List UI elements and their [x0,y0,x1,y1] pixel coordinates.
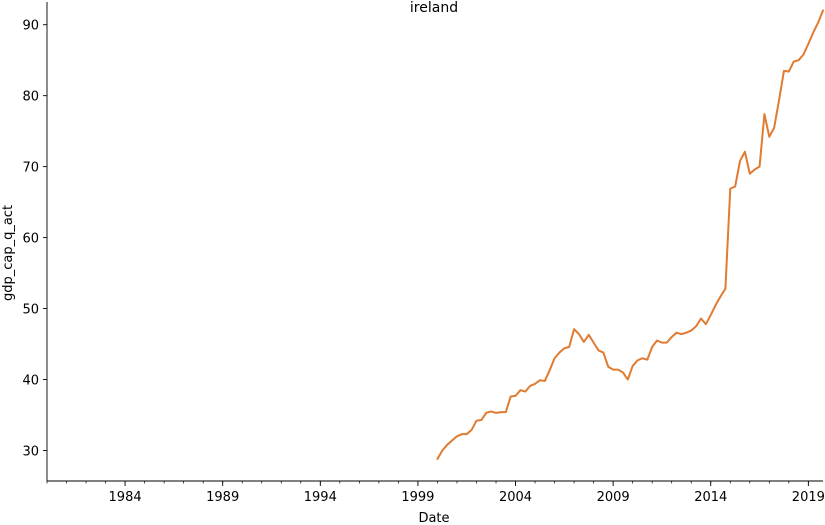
x-tick-label: 2009 [597,490,630,505]
x-tick-label: 2004 [499,490,532,505]
x-tick-label: 2014 [694,490,727,505]
x-tick-label: 2019 [792,490,825,505]
series-line [436,9,824,460]
y-tick-label: 70 [22,161,39,176]
x-tick-label: 1984 [109,490,142,505]
x-tick-label: 1989 [206,490,239,505]
y-tick-label: 50 [22,303,39,318]
x-tick-label: 1994 [304,490,337,505]
y-tick-label: 90 [22,19,39,34]
y-axis-ticks: 30 40 50 60 70 80 90 [22,19,47,459]
y-tick-label: 60 [22,232,39,247]
x-axis: 1984 1989 1994 1999 2004 2009 2014 2019 [46,480,825,505]
y-axis-label: gdp_cap_q_act [1,205,16,301]
y-tick-label: 30 [22,444,39,459]
y-axis: 30 40 50 60 70 80 90 [22,2,48,481]
y-tick-label: 80 [22,90,39,105]
x-axis-label: Date [418,511,449,525]
plot-area [436,9,824,460]
y-tick-label: 40 [22,374,39,389]
x-axis-ticks: 1984 1989 1994 1999 2004 2009 2014 2019 [109,481,825,505]
chart-title: ireland [410,0,458,16]
x-tick-label: 1999 [401,490,434,505]
